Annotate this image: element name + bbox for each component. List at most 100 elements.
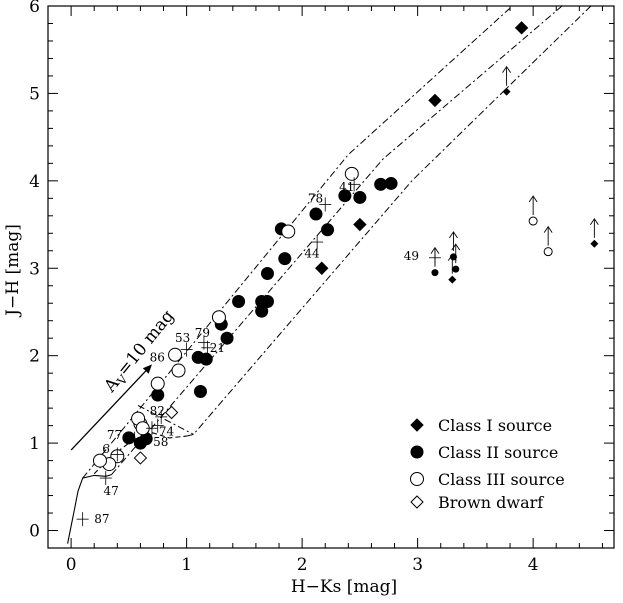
class-ii-point [122,431,136,445]
y-tick-label: 1 [29,434,40,454]
limit-arrow-head [528,195,538,203]
reddening-band-line [82,5,513,479]
legend-item-brown-dwarf: Brown dwarf [410,493,544,512]
point-number-label: 44 [304,246,320,260]
y-tick-label: 5 [29,84,40,104]
limit-arrow-head [502,65,511,73]
legend-item-class-i: Class I source [410,416,552,435]
class-ii-point [232,294,246,308]
point-number-label: 74 [159,425,175,439]
limit-class-iii-point [528,216,538,226]
point-number-label: 82 [150,404,165,418]
class-ii-point [260,294,274,308]
limit-class-i-point [502,87,511,96]
limit-arrow-head [451,243,461,251]
class-ii-point [321,223,335,237]
brown-dwarf-point [133,451,148,465]
class-iii-point [150,376,165,391]
reddening-band-line [111,5,563,475]
y-tick-label: 6 [29,0,40,17]
legend-label-class-i: Class I source [438,416,552,435]
y-tick-label: 0 [29,522,40,542]
legend-label-class-iii: Class III source [438,470,565,489]
class-ii-point [374,177,388,191]
point-number-label: 47 [103,484,118,498]
class-iii-point [211,310,226,325]
class-ii-point [278,252,292,266]
legend-label-brown-dwarf: Brown dwarf [438,493,544,512]
y-axis-title: J−H [mag] [3,224,23,318]
class-ii-point [309,207,323,221]
point-number-label: 87 [94,512,109,526]
x-tick-label: 2 [297,555,308,575]
reference-curves [67,5,592,544]
reddening-band-line [186,5,592,437]
limit-class-ii-point [449,253,457,261]
x-tick-label: 3 [412,555,423,575]
class-ii-point [353,190,367,204]
y-tick-label: 2 [29,347,40,367]
limit-arrow-head [589,217,599,226]
class-i-point [353,217,367,232]
limit-class-iii-point [543,247,553,257]
legend-item-class-iii: Class III source [410,470,565,489]
brown-dwarf-point [164,405,179,420]
limit-class-ii-point [431,269,439,277]
point-number-label: 86 [150,350,165,364]
class-iii-point [281,224,296,239]
legend-marker-open-diamond [410,495,424,509]
plot-frame [47,5,615,549]
limit-arrow-head [449,231,458,239]
legend-marker-filled-diamond [410,418,424,432]
reddening-arrow-line [70,370,147,451]
reddening-label: AV=10 mag [100,306,180,398]
class-iii-point [171,363,186,378]
legend-marker-open-circle [410,472,424,486]
point-number-label: 6 [102,442,110,456]
x-tick-label: 0 [66,555,77,575]
point-number-label: 58 [153,435,168,449]
legend-label-class-ii: Class II source [438,443,558,462]
point-number-label: 41 [339,180,354,194]
class-ii-point [133,436,147,450]
data-points [76,21,599,527]
main-sequence-curve [67,474,112,544]
class-i-point [428,93,442,108]
class-i-point [514,21,529,35]
legend: Class I source Class II source Class III… [410,416,565,512]
point-number-label: 78 [308,191,323,205]
reddening-arrow-head [142,364,152,374]
class-iii-point [92,453,107,468]
point-number-label: 49 [404,249,419,263]
class-ii-point [255,304,269,318]
reddening-band-line [137,405,194,435]
class-iii-point [344,166,359,181]
point-number-label: 79 [195,326,210,340]
class-ii-point [338,189,352,203]
limit-arrow-head [430,246,440,254]
class-ii-point [193,385,207,399]
y-tick-label: 4 [29,172,40,192]
class-ii-point [151,388,165,402]
class-i-point [315,261,329,275]
x-tick-label: 1 [181,555,192,575]
class-ii-point [220,331,234,345]
x-axis-title: H−Ks [mag] [291,577,397,597]
point-number-label: 77 [107,428,122,442]
y-tick-label: 3 [29,259,40,279]
limit-class-i-point [448,275,457,284]
legend-marker-filled-circle [410,445,424,459]
axis-ticks: 0 1 2 3 4 0 1 2 3 4 5 6 [29,0,614,575]
legend-item-class-ii: Class II source [410,443,558,462]
limit-class-i-point [590,239,599,248]
x-tick-label: 4 [528,555,539,575]
class-ii-point [260,267,274,281]
limit-arrow-head [543,225,553,233]
limit-class-ii-point [452,265,460,273]
point-number-label: 53 [175,331,190,345]
point-number-label: 21 [210,341,225,355]
class-ii-point [199,352,213,366]
class-iii-point [168,347,183,362]
